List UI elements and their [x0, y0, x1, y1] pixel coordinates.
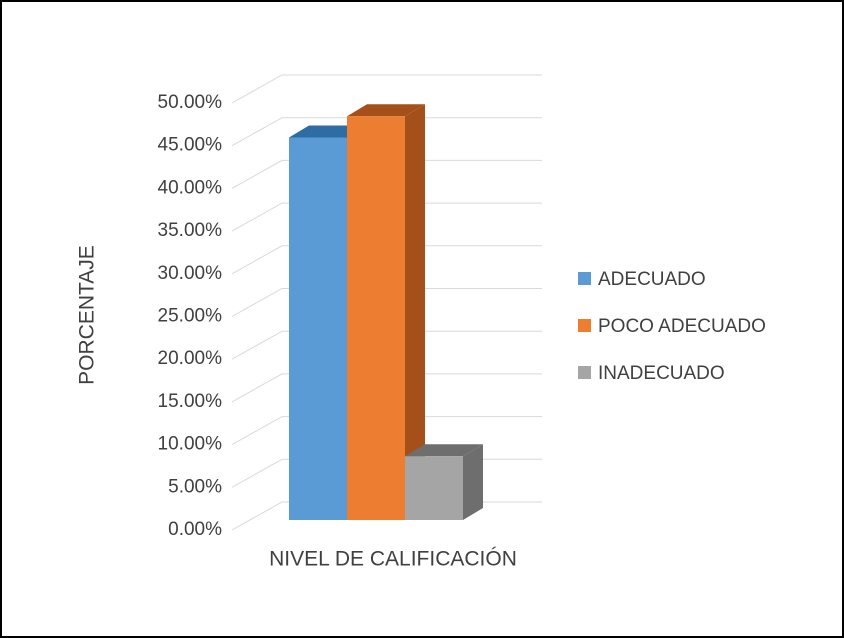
y-tick-label: 20.00%	[158, 348, 223, 369]
legend-swatch	[578, 366, 591, 379]
y-tick-label: 50.00%	[158, 92, 223, 113]
bar-top	[347, 104, 425, 117]
bar	[405, 444, 483, 520]
y-tick-label: 15.00%	[158, 391, 223, 412]
legend-swatch	[578, 272, 591, 285]
bar-side	[405, 104, 425, 520]
bar-front	[347, 116, 405, 520]
legend-label: INADECUADO	[598, 363, 725, 384]
bar-front	[405, 456, 463, 520]
bar-top	[405, 444, 483, 457]
legend-label: ADECUADO	[598, 269, 706, 290]
y-tick-label: 45.00%	[158, 135, 223, 156]
grid-line	[231, 288, 542, 317]
bar	[347, 104, 425, 520]
grid-line	[231, 330, 542, 360]
y-tick-label: 25.00%	[158, 306, 223, 327]
y-tick-label: 10.00%	[158, 434, 223, 455]
y-tick-label: 40.00%	[158, 177, 223, 198]
x-tick-label: NIVEL DE CALIFICACIÓN	[269, 548, 517, 571]
grid-line	[231, 373, 542, 403]
grid-line	[231, 245, 542, 275]
y-tick-label: 5.00%	[168, 476, 222, 497]
grid-line	[231, 416, 542, 446]
bar-side	[463, 444, 483, 520]
legend-swatch	[578, 319, 591, 332]
grid-line	[231, 202, 542, 232]
y-axis-title: PORCENTAJE	[76, 245, 99, 385]
bar-front	[289, 137, 347, 520]
legend-label: POCO ADECUADO	[598, 316, 766, 337]
grid-line	[231, 159, 542, 189]
grid-line	[231, 117, 542, 147]
y-tick-label: 30.00%	[158, 263, 223, 284]
y-tick-label: 0.00%	[168, 519, 222, 540]
y-tick-label: 35.00%	[158, 220, 223, 241]
grid-line	[231, 74, 542, 104]
